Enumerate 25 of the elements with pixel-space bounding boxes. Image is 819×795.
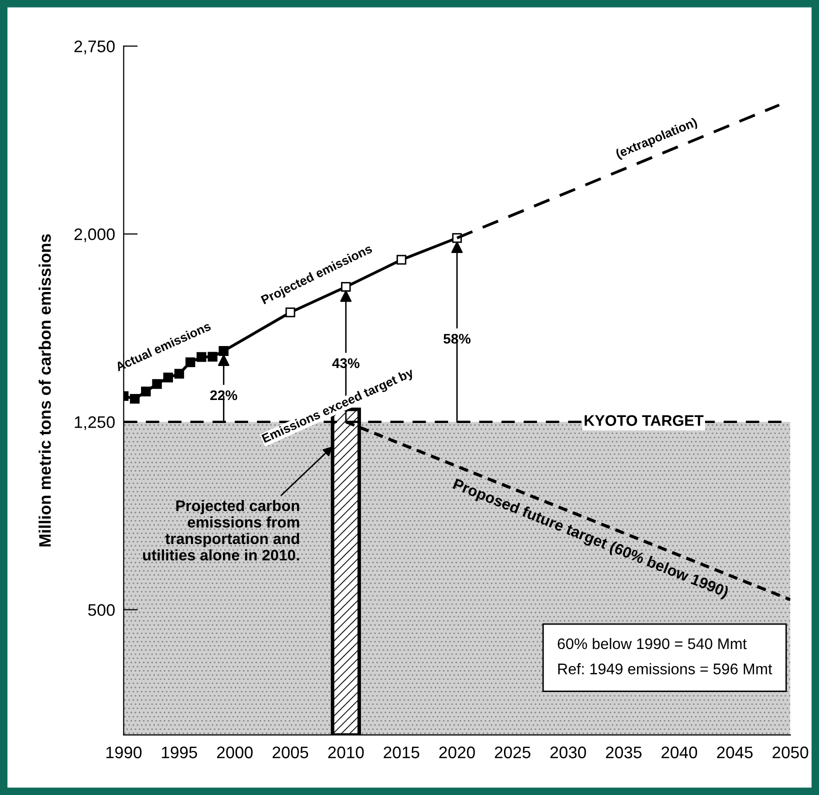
x-tick-label: 2020 <box>439 746 475 758</box>
x-tick-label: 1995 <box>162 746 198 758</box>
y-tick-label: 500 <box>88 604 115 616</box>
x-tick-label: 2035 <box>606 746 642 758</box>
y-tick-label: 2,750 <box>74 40 115 54</box>
annotation: 22% <box>210 390 238 400</box>
x-tick-label: 2025 <box>494 746 530 758</box>
x-tick-label: 2030 <box>550 746 586 758</box>
x-tick-label: 1990 <box>106 746 142 758</box>
annotation: 60% below 1990 = 540 Mmt <box>558 638 747 650</box>
annotation: 43% <box>332 358 360 368</box>
x-tick-label: 2040 <box>662 746 698 758</box>
annotation: Ref: 1949 emissions = 596 Mmt <box>558 663 772 674</box>
x-tick-label: 2015 <box>384 746 420 758</box>
x-tick-label: 2000 <box>217 746 253 758</box>
ref-line-label: KYOTO TARGET <box>584 415 704 426</box>
annotation: Projected carbon emissions from transportation and utilities alone in 2010. <box>143 500 300 561</box>
x-tick-label: 2045 <box>717 746 753 758</box>
y-axis-title: Million metric tons of carbon emissions <box>38 234 51 546</box>
x-tick-label: 2005 <box>272 746 308 758</box>
annotation: 58% <box>444 334 471 344</box>
y-tick-label: 2,000 <box>74 228 115 242</box>
x-tick-label: 2010 <box>328 746 364 758</box>
y-tick-label: 1,250 <box>74 416 115 430</box>
x-tick-label: 2050 <box>772 746 808 758</box>
